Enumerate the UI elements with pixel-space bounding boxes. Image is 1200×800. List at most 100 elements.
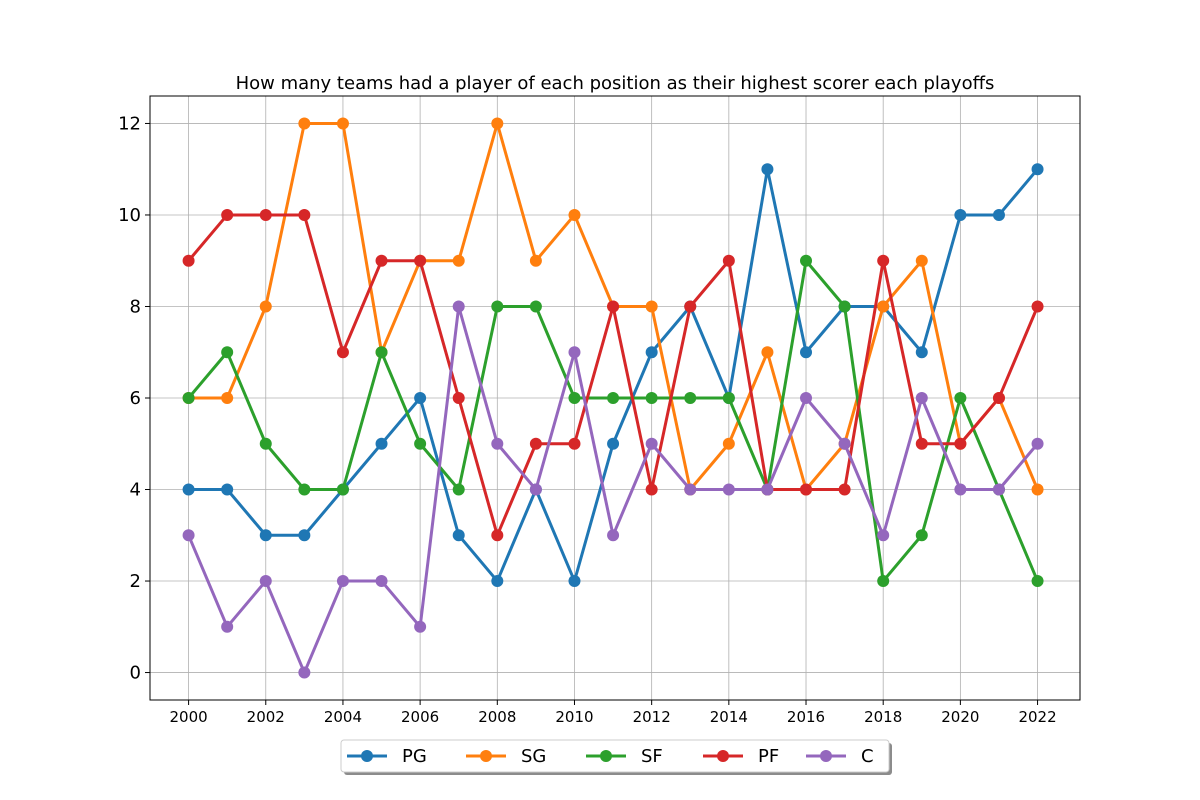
x-tick-label: 2012 bbox=[633, 708, 671, 726]
data-point-pg bbox=[954, 208, 967, 221]
data-point-sg bbox=[221, 392, 234, 404]
data-point-c bbox=[452, 300, 465, 313]
data-point-c bbox=[529, 483, 542, 496]
y-axis: 0 2 4 6 8 10 12 bbox=[118, 113, 150, 684]
y-tick-label: 12 bbox=[118, 113, 141, 134]
legend-entry-pf: PF bbox=[703, 746, 779, 767]
data-point-c bbox=[838, 437, 851, 450]
series-line-pf bbox=[187, 213, 1039, 537]
y-tick-label: 0 bbox=[130, 663, 141, 684]
data-point-sf bbox=[414, 437, 427, 450]
legend-entry-pg: PG bbox=[347, 746, 427, 767]
data-point-sf bbox=[915, 529, 928, 542]
data-point-pf bbox=[1031, 300, 1044, 313]
series-line-pg bbox=[188, 167, 1039, 583]
data-point-sf bbox=[838, 300, 851, 313]
legend-label: SF bbox=[641, 746, 663, 767]
data-point-sg bbox=[568, 208, 581, 221]
data-point-sf bbox=[607, 392, 620, 404]
y-tick-label: 8 bbox=[130, 296, 141, 317]
data-point-pg bbox=[259, 529, 272, 542]
data-point-c bbox=[954, 483, 967, 496]
series-sf bbox=[182, 254, 1044, 588]
legend-swatch-marker bbox=[480, 750, 492, 762]
legend-entry-sg: SG bbox=[466, 746, 546, 767]
data-point-pf bbox=[298, 208, 311, 221]
x-tick-label: 2004 bbox=[324, 708, 362, 726]
data-point-sg bbox=[336, 117, 349, 130]
y-tick-label: 10 bbox=[118, 205, 141, 226]
data-point-sf bbox=[375, 346, 388, 359]
data-point-pg bbox=[645, 346, 658, 359]
y-tick-label: 2 bbox=[130, 571, 141, 592]
data-point-sf bbox=[298, 483, 311, 496]
data-point-c bbox=[800, 392, 813, 404]
data-point-pg bbox=[992, 208, 1005, 221]
legend-swatch-marker bbox=[820, 750, 832, 762]
data-point-pf bbox=[684, 300, 697, 313]
data-point-sg bbox=[915, 254, 928, 267]
data-point-pg bbox=[298, 529, 311, 542]
data-point-pf bbox=[375, 254, 388, 267]
data-point-pf bbox=[645, 483, 658, 496]
data-point-sg bbox=[491, 117, 504, 130]
data-point-c bbox=[607, 529, 620, 542]
data-point-sf bbox=[954, 392, 967, 404]
data-point-sf bbox=[568, 392, 581, 404]
data-point-c bbox=[491, 437, 504, 450]
data-point-c bbox=[375, 575, 388, 588]
legend-entry-c: C bbox=[806, 746, 874, 767]
data-point-sf bbox=[182, 392, 195, 404]
x-tick-label: 2000 bbox=[169, 708, 207, 726]
data-point-c bbox=[722, 483, 735, 496]
data-point-sf bbox=[722, 392, 735, 404]
data-point-sf bbox=[491, 300, 504, 313]
data-point-pf bbox=[336, 346, 349, 359]
data-point-c bbox=[336, 575, 349, 588]
data-point-pf bbox=[568, 437, 581, 450]
data-point-sg bbox=[722, 437, 735, 450]
series-layer bbox=[182, 117, 1044, 679]
data-point-pg bbox=[607, 437, 620, 450]
data-point-pg bbox=[491, 575, 504, 588]
legend-entry-sf: SF bbox=[586, 746, 663, 767]
data-point-pg bbox=[414, 392, 427, 404]
chart-title: How many teams had a player of each posi… bbox=[236, 73, 995, 94]
data-point-c bbox=[992, 483, 1005, 496]
data-point-sf bbox=[452, 483, 465, 496]
series-c bbox=[182, 300, 1044, 679]
legend-swatch-marker bbox=[361, 750, 373, 762]
data-point-c bbox=[761, 483, 774, 496]
data-point-pf bbox=[954, 437, 967, 450]
data-point-pf bbox=[414, 254, 427, 267]
data-point-sf bbox=[336, 483, 349, 496]
data-point-c bbox=[645, 437, 658, 450]
data-point-pg bbox=[452, 529, 465, 542]
data-point-sf bbox=[221, 346, 234, 359]
series-pg bbox=[182, 163, 1044, 588]
data-point-c bbox=[877, 529, 890, 542]
x-tick-label: 2014 bbox=[710, 708, 748, 726]
data-point-sf bbox=[684, 392, 697, 404]
legend-label: SG bbox=[521, 746, 546, 767]
data-point-c bbox=[915, 392, 928, 404]
data-point-sf bbox=[1031, 575, 1044, 588]
data-point-pf bbox=[491, 529, 504, 542]
data-point-pf bbox=[877, 254, 890, 267]
series-pf bbox=[182, 208, 1044, 542]
data-point-pf bbox=[182, 254, 195, 267]
data-point-pg bbox=[1031, 163, 1044, 176]
data-point-pf bbox=[221, 208, 234, 221]
legend-swatch-marker bbox=[717, 750, 729, 762]
data-point-c bbox=[414, 620, 427, 633]
data-point-pf bbox=[992, 392, 1005, 404]
x-tick-label: 2008 bbox=[478, 708, 516, 726]
data-point-sg bbox=[645, 300, 658, 313]
data-point-c bbox=[568, 346, 581, 359]
data-point-pf bbox=[800, 483, 813, 496]
data-point-pf bbox=[529, 437, 542, 450]
x-tick-label: 2018 bbox=[864, 708, 902, 726]
data-point-sg bbox=[877, 300, 890, 313]
x-tick-label: 2022 bbox=[1018, 708, 1056, 726]
